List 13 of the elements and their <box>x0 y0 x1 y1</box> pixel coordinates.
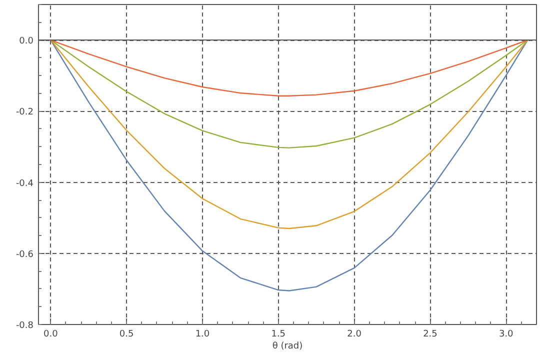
y-tick-label: -0.6 <box>16 250 34 260</box>
y-tick-label: -0.4 <box>16 178 34 189</box>
y-tick-label: -0.8 <box>16 321 34 331</box>
x-tick-label: 0.0 <box>43 330 58 340</box>
x-axis-title: θ (rad) <box>272 342 303 352</box>
x-tick-label: 0.5 <box>119 330 134 340</box>
x-tick-label: 2.0 <box>347 330 362 340</box>
y-tick-label: 0.0 <box>19 36 34 47</box>
x-tick-label: 3.0 <box>498 330 514 340</box>
x-tick-label: 1.5 <box>271 330 286 340</box>
x-tick-label: 1.0 <box>195 330 210 340</box>
y-tick-label: -0.2 <box>16 108 34 118</box>
x-tick-label: 2.5 <box>423 330 438 340</box>
